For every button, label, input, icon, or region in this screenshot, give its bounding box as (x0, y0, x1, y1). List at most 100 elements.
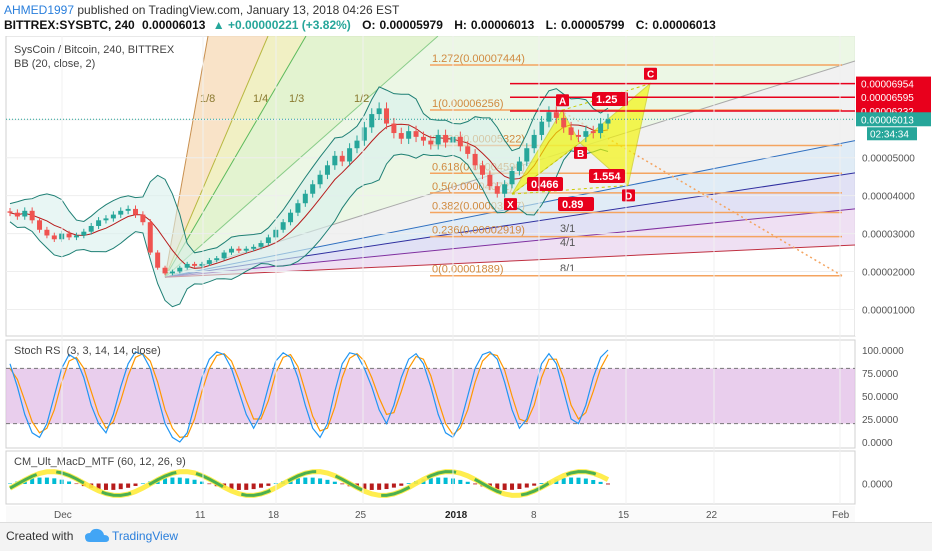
author-link[interactable]: AHMED1997 (4, 3, 75, 17)
macd-histogram-bar (103, 483, 108, 490)
macd-histogram-bar (126, 483, 131, 488)
macd-histogram-bar (510, 483, 515, 490)
candle-body (376, 108, 382, 115)
pattern-point-label: D (625, 191, 632, 202)
candle-body (66, 233, 72, 238)
candle-body (22, 210, 28, 217)
macd-histogram-bar (303, 477, 308, 484)
candle-body (347, 148, 353, 162)
macd-histogram-bar (473, 483, 478, 485)
pattern-point-label: B (577, 149, 584, 160)
candle-body (243, 248, 249, 251)
price-tag: 0.00006595 (856, 90, 931, 105)
fib-level-label: 1.272(0.00007444) (432, 53, 525, 65)
x-axis-tick: 8 (531, 510, 537, 521)
pattern-ratio: 0.466 (527, 177, 563, 191)
candle-body (73, 235, 79, 238)
pattern-point-box (556, 94, 569, 107)
x-axis-tick: 18 (268, 510, 280, 521)
gann-fan-label: 4/1 (560, 237, 575, 249)
candle-body (516, 161, 522, 171)
macd-histogram-bar (591, 479, 596, 484)
pattern-ratio-label: 0.89 (562, 199, 583, 211)
candle-body (103, 218, 109, 221)
candle-body (590, 131, 596, 134)
pattern-ratio: 1.25 (592, 92, 628, 106)
trading-chart[interactable]: 1/8 1/4 1/3 1/2 3/1 4/1 8/1 1.272(0.00007444) 1(… (0, 36, 932, 550)
candle-body (369, 114, 375, 128)
candle-body (133, 208, 139, 215)
macd-histogram-bar (37, 477, 42, 484)
candle-body (406, 131, 412, 139)
stoch-axis-tick: 100.0000 (862, 346, 904, 357)
bb-basis (9, 123, 609, 269)
tradingview-brand[interactable]: TradingView (112, 529, 179, 543)
stoch-k-line (9, 349, 609, 443)
pattern-point-C: C (644, 67, 657, 81)
pattern-ratio-label: 0.466 (531, 179, 559, 191)
candle-body (162, 267, 168, 274)
candle-body (51, 235, 57, 240)
macd-histogram-bar (362, 483, 367, 490)
candle-body (332, 155, 338, 166)
stoch-legend: Stoch RSI (3, 3, 14, 14, close) (14, 345, 161, 357)
macd-histogram-bar (539, 483, 544, 484)
macd-histogram-bar (236, 483, 241, 490)
macd-histogram-bar (377, 483, 382, 490)
candle-body (206, 260, 212, 264)
price-axis-tick: 0.00001000 (862, 305, 915, 316)
gann-fan-label: 1/4 (253, 93, 268, 105)
macd-histogram-bar (399, 483, 404, 486)
candle-body (140, 214, 146, 223)
candle-body (88, 225, 94, 232)
x-axis-tick: 11 (195, 510, 206, 521)
x-axis-tick: 25 (355, 510, 367, 521)
gann-fan-label: 1/8 (200, 93, 215, 105)
macd-histogram-bar (340, 483, 345, 485)
candle-body (553, 112, 559, 118)
stoch-axis-tick: 75.0000 (862, 369, 899, 380)
candle-body (494, 186, 500, 194)
candle-body (96, 220, 102, 226)
price-axis-tick: 0.00003000 (862, 230, 915, 241)
candle-body (391, 123, 397, 134)
candle-body (561, 117, 567, 128)
candle-body (472, 153, 478, 166)
macd-histogram-bar (52, 478, 57, 484)
candle-body (288, 212, 294, 223)
macd-histogram-bar (259, 483, 264, 488)
pattern-point-box (504, 198, 517, 211)
price-tag: 0.00006013 (856, 112, 931, 127)
candle-body (583, 131, 589, 137)
pattern-point-label: X (507, 200, 514, 211)
macd-histogram-bar (606, 483, 610, 485)
macd-histogram-bar (332, 481, 337, 484)
macd-histogram-bar (495, 483, 500, 490)
published-text: published on TradingView.com, January 13… (77, 3, 400, 17)
candle-body (435, 134, 441, 145)
macd-histogram-bar (369, 483, 374, 490)
candle-body (7, 211, 13, 213)
countdown-tag: 02:34:34 (867, 127, 917, 141)
price-tag-label: 0.00006013 (861, 115, 914, 126)
macd-histogram-bar (251, 483, 256, 490)
pattern-point-A: A (556, 94, 569, 107)
candle-body (251, 246, 257, 249)
candle-body (81, 231, 87, 236)
pattern-point-X: X (504, 198, 517, 211)
gann-fan-label: 8/1 (560, 263, 575, 275)
candle-body (310, 184, 316, 194)
candle-body (539, 121, 545, 135)
macd-histogram-bar (8, 483, 12, 484)
macd-line (9, 470, 609, 497)
candle-body (339, 155, 345, 162)
pattern-point-label: C (647, 70, 654, 81)
macd-histogram-bar (502, 483, 507, 490)
candle-body (177, 267, 183, 272)
symbol-label: BITTREX:SYSBTC, 240 (4, 18, 135, 32)
macd-histogram-bar (443, 477, 448, 484)
price-axis-tick: 0.00004000 (862, 192, 915, 203)
macd-histogram-bar (517, 483, 522, 489)
pattern-ratio-label: 1.25 (596, 94, 617, 106)
macd-histogram-bar (295, 478, 300, 484)
